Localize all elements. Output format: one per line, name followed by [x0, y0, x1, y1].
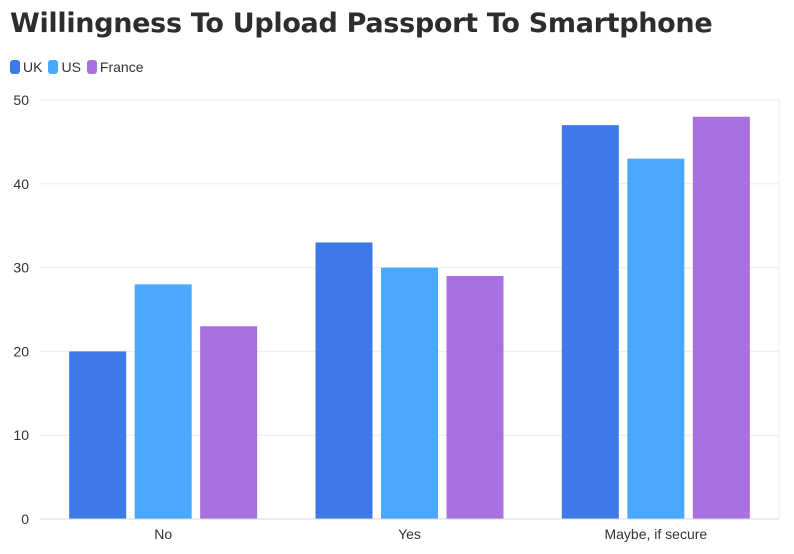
bar-france-1[interactable]: [446, 275, 504, 519]
y-tick-label: 30: [13, 260, 29, 276]
legend-item-us[interactable]: US: [48, 59, 81, 75]
bar-uk-0[interactable]: [69, 351, 127, 519]
bar-uk-2[interactable]: [561, 125, 619, 519]
legend-label-uk: UK: [23, 59, 43, 75]
bar-france-2[interactable]: [692, 116, 750, 519]
legend-item-uk[interactable]: UK: [10, 59, 42, 75]
y-tick-label: 10: [13, 427, 29, 443]
legend: UK US France: [10, 59, 149, 75]
legend-swatch-france: [86, 60, 97, 74]
legend-swatch-us: [48, 60, 59, 74]
bar-us-0[interactable]: [134, 284, 192, 519]
legend-label-us: US: [61, 59, 81, 75]
bar-uk-1[interactable]: [315, 242, 373, 519]
x-tick-label: Yes: [398, 526, 421, 542]
legend-label-france: France: [99, 59, 144, 75]
bar-us-1[interactable]: [381, 267, 438, 519]
x-tick-label: No: [154, 526, 172, 542]
bar-france-0[interactable]: [200, 326, 258, 519]
y-tick-label: 40: [13, 176, 29, 192]
y-tick-label: 50: [13, 92, 29, 108]
y-tick-label: 0: [21, 511, 29, 527]
x-tick-label: Maybe, if secure: [604, 526, 707, 542]
legend-swatch-uk: [10, 60, 20, 74]
legend-item-france[interactable]: France: [86, 59, 144, 75]
chart-title: Willingness To Upload Passport To Smartp…: [10, 8, 713, 39]
y-tick-label: 20: [13, 343, 29, 359]
bar-us-2[interactable]: [627, 158, 685, 519]
